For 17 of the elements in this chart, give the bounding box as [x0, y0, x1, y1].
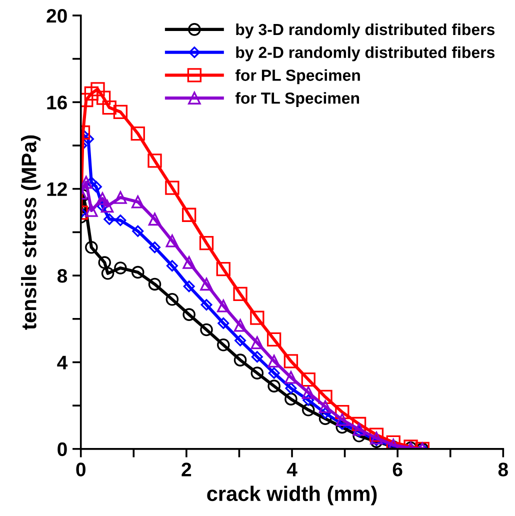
x-axis-title: crack width (mm) [207, 486, 377, 506]
y-tick-label: 16 [47, 96, 67, 110]
legend-label: by 2-D randomly distributed fibers [236, 46, 495, 62]
y-tick-label: 0 [58, 442, 67, 456]
x-tick-label: 8 [498, 462, 508, 476]
legend-label: for TL Specimen [235, 92, 360, 107]
y-tick-label: 12 [47, 182, 67, 196]
y-axis-title: tensile stress (MPa) [21, 135, 40, 330]
x-tick-label: 6 [392, 462, 402, 476]
legend-label: by 3-D randomly distributed fibers [236, 23, 495, 38]
x-tick-label: 0 [76, 462, 86, 476]
x-tick-label: 4 [286, 462, 298, 476]
y-tick-label: 20 [46, 8, 67, 23]
legend-label: for PL Specimen [235, 69, 360, 84]
x-tick-label: 2 [182, 462, 192, 476]
y-tick-label: 8 [57, 269, 68, 283]
y-tick-label: 4 [57, 356, 68, 370]
